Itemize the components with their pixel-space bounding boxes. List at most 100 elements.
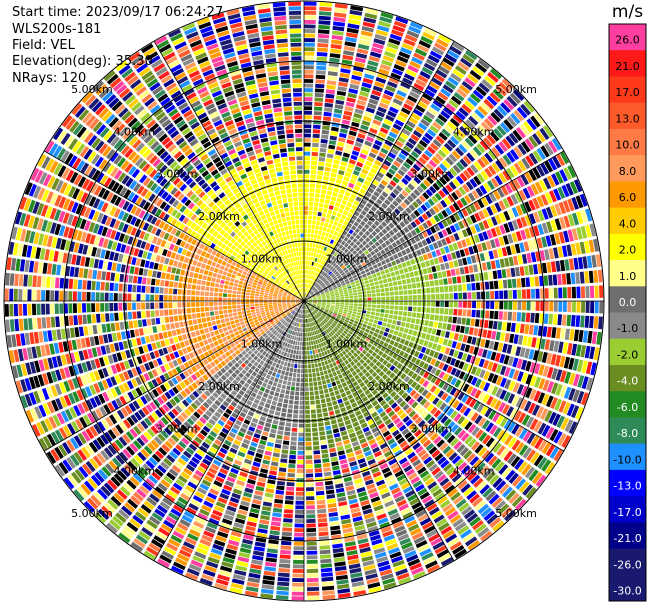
range-gate <box>321 250 326 256</box>
range-gate <box>304 15 316 20</box>
range-gate <box>333 16 346 23</box>
range-gate <box>304 33 316 38</box>
range-gate <box>332 210 337 216</box>
range-gate <box>345 143 353 150</box>
range-gate <box>327 186 334 191</box>
range-gate <box>314 193 320 198</box>
range-gate <box>319 152 326 158</box>
range-gate <box>313 206 318 212</box>
range-gate <box>315 74 326 80</box>
range-gate <box>339 72 350 79</box>
range-gate <box>304 292 306 297</box>
range-gate <box>309 270 312 275</box>
range-gate <box>319 249 323 255</box>
range-gate <box>328 66 339 72</box>
range-gate <box>304 165 310 170</box>
range-gate <box>305 293 307 297</box>
range-gate <box>312 129 321 134</box>
range-gate <box>364 73 375 80</box>
range-gate <box>348 14 362 21</box>
range-gate <box>318 230 322 235</box>
range-gate <box>309 242 313 247</box>
range-gate <box>304 224 308 229</box>
range-gate <box>372 42 384 50</box>
range-gate <box>334 202 341 208</box>
range-gate <box>308 206 313 211</box>
range-gate <box>310 170 317 175</box>
range-gate <box>310 174 316 179</box>
range-gate <box>386 42 399 50</box>
range-gate <box>362 77 374 85</box>
range-gate <box>349 83 360 90</box>
range-gate <box>360 30 373 37</box>
range-gate <box>346 32 358 39</box>
range-gate <box>317 170 324 176</box>
range-gate <box>332 191 338 197</box>
range-gate <box>346 97 356 103</box>
range-gate <box>335 99 345 105</box>
range-gate <box>381 59 393 67</box>
range-gate <box>347 163 355 169</box>
range-gate <box>305 288 308 293</box>
range-gate <box>307 261 310 265</box>
range-gate <box>315 83 325 89</box>
range-gate <box>367 60 379 67</box>
range-gate <box>339 132 347 139</box>
range-gate <box>322 227 327 232</box>
range-gate <box>317 38 329 44</box>
range-gate <box>305 260 308 265</box>
range-gate <box>322 208 328 213</box>
range-gate <box>351 74 362 81</box>
range-gate <box>314 229 319 235</box>
range-gate <box>319 148 327 153</box>
range-gate <box>304 169 310 174</box>
range-gate <box>332 25 345 32</box>
range-gate <box>317 47 328 53</box>
range-gate <box>347 134 356 141</box>
range-gate <box>304 129 312 133</box>
range-gate <box>350 79 361 86</box>
range-gate <box>353 66 364 73</box>
range-gate <box>304 283 306 288</box>
range-gate <box>314 102 323 107</box>
range-gate <box>362 21 375 28</box>
range-gate <box>307 284 310 288</box>
range-gate <box>304 288 306 292</box>
range-gate <box>360 86 371 93</box>
range-gate <box>326 190 333 196</box>
range-gate <box>305 269 307 274</box>
range-gate <box>315 184 322 189</box>
range-gate <box>341 59 353 65</box>
range-gate <box>318 161 325 167</box>
range-gate <box>311 161 318 166</box>
range-gate <box>329 135 338 141</box>
range-gate <box>358 95 368 102</box>
range-gate <box>314 92 324 98</box>
range-gate <box>329 177 336 183</box>
range-gate <box>341 119 351 125</box>
range-gate <box>304 47 315 52</box>
range-gate <box>346 139 355 145</box>
range-gate <box>304 92 313 97</box>
range-gate <box>335 150 343 156</box>
range-gate <box>313 111 322 116</box>
range-gate <box>310 165 317 170</box>
range-gate <box>311 261 314 266</box>
range-gate <box>317 263 320 268</box>
range-gate <box>311 275 314 280</box>
range-gate <box>317 235 321 240</box>
range-gate <box>324 222 329 228</box>
range-gate <box>344 106 354 112</box>
range-gate <box>326 228 331 233</box>
range-gate <box>327 149 335 154</box>
range-gate <box>304 88 313 93</box>
range-gate <box>323 203 329 209</box>
range-gate <box>306 288 309 293</box>
range-gate <box>369 51 382 59</box>
range-gate <box>304 60 315 65</box>
range-gate <box>313 115 322 120</box>
range-gate <box>304 229 307 233</box>
range-gate <box>309 197 314 202</box>
range-gate <box>316 249 321 254</box>
range-gate <box>340 161 348 167</box>
